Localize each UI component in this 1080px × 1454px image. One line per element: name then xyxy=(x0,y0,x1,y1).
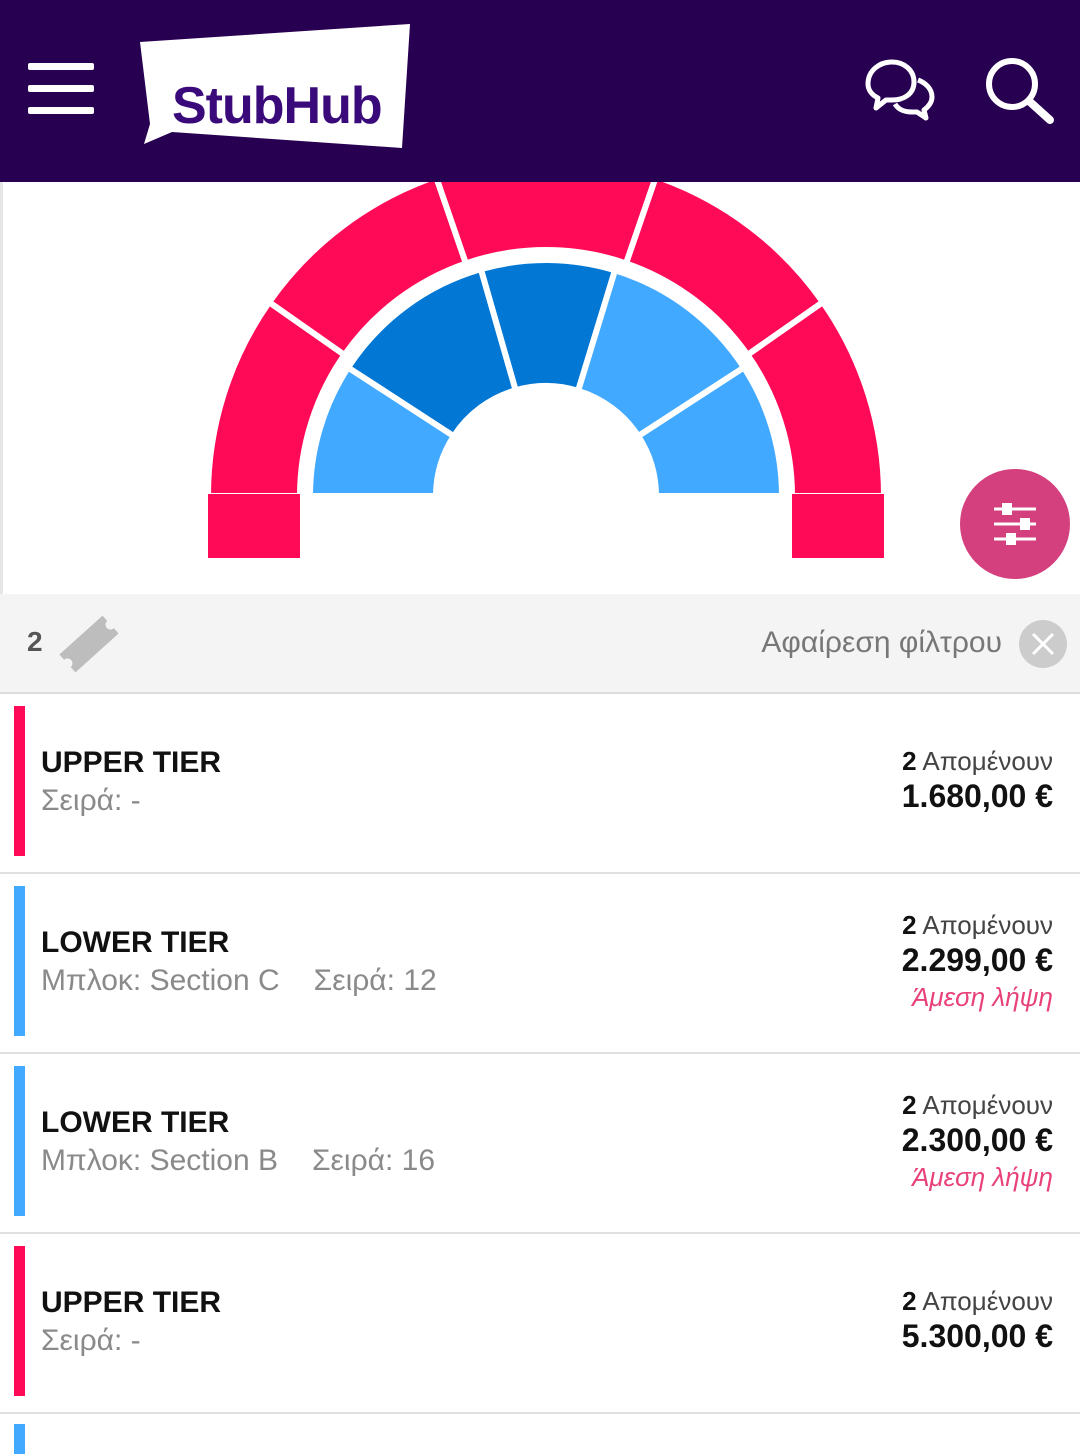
app-header: StubHub xyxy=(0,0,1080,182)
section-color-stripe xyxy=(14,1424,25,1454)
remove-filter-button[interactable] xyxy=(1019,620,1067,668)
listing-section: LOWER TIER xyxy=(41,1106,230,1139)
listing-row-info: Σειρά: - xyxy=(41,784,141,817)
lower-tier-section-3[interactable] xyxy=(477,257,619,395)
listing-block-row: Μπλοκ: Section B Σειρά: 16 xyxy=(41,1144,436,1177)
upper-tier-section-5[interactable] xyxy=(743,297,888,499)
listing-row[interactable]: UPPER TIER Σειρά: - 2 Απομένουν 5.300,00… xyxy=(0,1234,1080,1414)
upper-tier-leg-2[interactable] xyxy=(792,494,884,558)
lower-tier-section-2[interactable] xyxy=(343,265,520,441)
tickets-remaining: 2 Απομένουν xyxy=(902,1090,1053,1120)
lower-tier-section-1[interactable] xyxy=(306,363,458,499)
chat-bubbles-icon[interactable] xyxy=(862,54,936,128)
section-color-stripe xyxy=(14,1246,25,1396)
logo-text: StubHub xyxy=(172,77,383,135)
upper-tier-leg-1[interactable] xyxy=(208,494,300,558)
upper-tier-section-4[interactable] xyxy=(622,182,828,360)
listing-row-info: Σειρά: - xyxy=(41,1324,141,1357)
ticket-icon xyxy=(59,615,119,673)
close-icon xyxy=(1031,632,1055,656)
seat-map[interactable] xyxy=(0,182,1080,594)
listing-price: 2.300,00 € xyxy=(901,1122,1053,1158)
listing-section: UPPER TIER xyxy=(41,1286,222,1319)
section-color-stripe xyxy=(14,1066,25,1216)
instant-download-badge: Άμεση λήψη xyxy=(912,1162,1053,1192)
listing-row[interactable]: LOWER TIER Μπλοκ: Section B Σειρά: 16 2 Α… xyxy=(0,1054,1080,1234)
listing-price: 2.299,00 € xyxy=(901,942,1053,978)
sliders-icon xyxy=(994,503,1036,545)
instant-download-badge: Άμεση λήψη xyxy=(912,982,1053,1012)
listing-price: 5.300,00 € xyxy=(901,1318,1053,1354)
section-color-stripe xyxy=(14,706,25,856)
tickets-remaining: 2 Απομένουν xyxy=(902,746,1053,776)
upper-tier-section-2[interactable] xyxy=(264,182,470,360)
listing-section: LOWER TIER xyxy=(41,926,230,959)
tickets-remaining: 2 Απομένουν xyxy=(902,910,1053,940)
upper-tier-section-3[interactable] xyxy=(434,182,658,268)
filter-bar: 2 Αφαίρεση φίλτρου xyxy=(0,594,1080,694)
search-icon[interactable] xyxy=(982,54,1056,128)
tickets-remaining: 2 Απομένουν xyxy=(902,1286,1053,1316)
remove-filter-label[interactable]: Αφαίρεση φίλτρου xyxy=(761,626,1002,659)
listing-row[interactable]: UPPER TIER Σειρά: - 2 Απομένουν 1.680,00… xyxy=(0,694,1080,874)
listing-price: 1.680,00 € xyxy=(901,778,1053,814)
listing-block-row: Μπλοκ: Section C Σειρά: 12 xyxy=(41,964,437,997)
listing-row[interactable]: LOWER TIER Μπλοκ: Section C Σειρά: 12 2 Α… xyxy=(0,874,1080,1054)
stubhub-logo[interactable]: StubHub xyxy=(136,20,416,150)
ticket-quantity: 2 xyxy=(27,626,43,657)
lower-tier-section-4[interactable] xyxy=(574,266,749,441)
section-color-stripe xyxy=(14,886,25,1036)
hamburger-menu-icon[interactable] xyxy=(28,60,96,116)
lower-tier-section-5[interactable] xyxy=(634,363,786,499)
filter-fab-button[interactable] xyxy=(960,469,1070,579)
listing-section: UPPER TIER xyxy=(41,746,222,779)
